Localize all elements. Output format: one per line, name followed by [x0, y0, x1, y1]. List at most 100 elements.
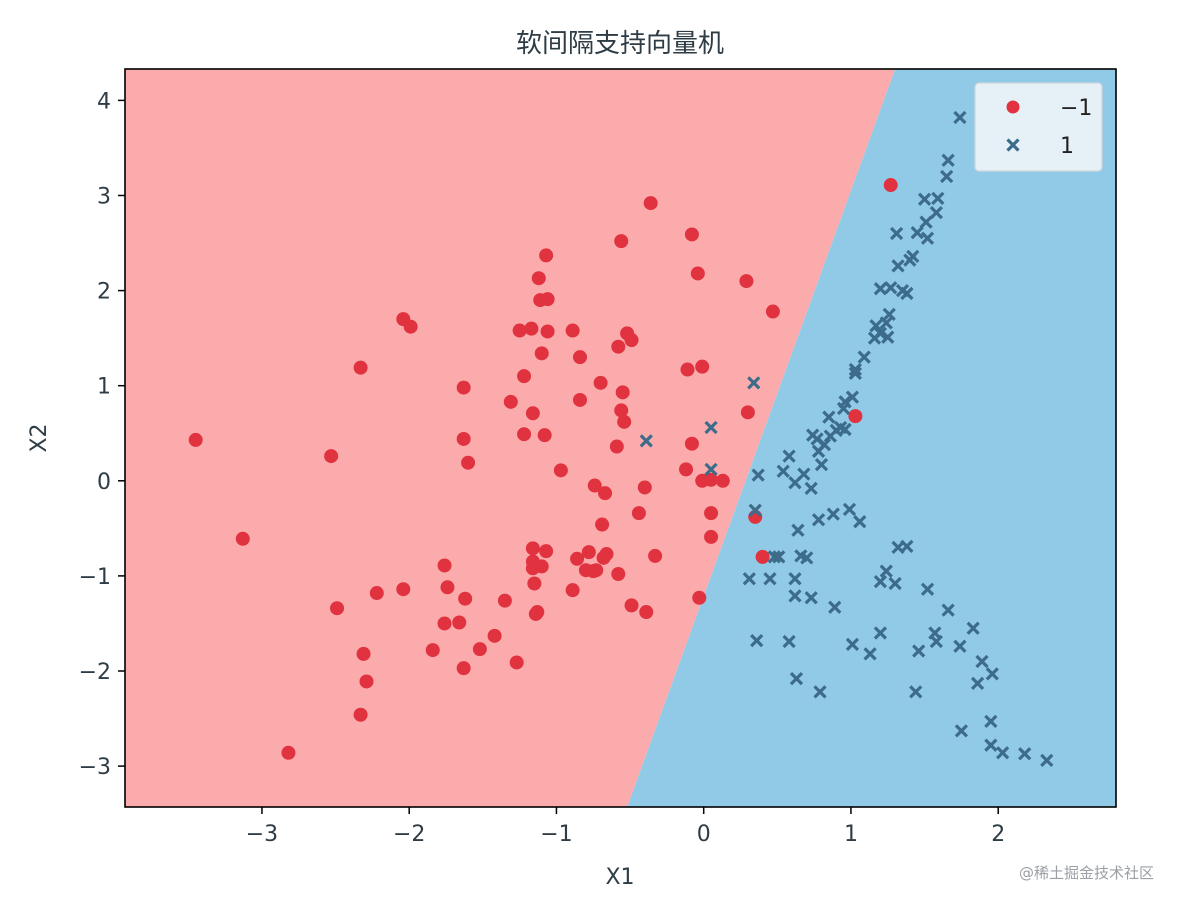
data-point-negative [598, 486, 613, 501]
data-point-positive [941, 153, 955, 167]
data-point-positive [748, 503, 762, 517]
data-point-negative [599, 547, 614, 562]
data-point-positive [814, 457, 829, 472]
data-point-negative [704, 529, 719, 544]
data-point-negative [525, 406, 540, 421]
data-point-positive [742, 572, 756, 586]
data-point-negative [704, 506, 719, 521]
data-point-negative [715, 473, 730, 488]
data-point-positive [891, 259, 905, 273]
data-point-negative [624, 333, 639, 348]
data-point-negative [617, 414, 632, 429]
data-point-positive [985, 667, 999, 681]
plot-frame [124, 68, 1117, 808]
data-point-positive [751, 468, 765, 482]
data-point-negative [565, 583, 580, 598]
data-point-negative [531, 271, 546, 286]
data-point-positive [639, 434, 653, 448]
data-point-negative [573, 392, 588, 407]
data-point-positive [953, 639, 967, 653]
data-point-positive [704, 420, 718, 435]
data-point-positive [910, 225, 924, 240]
data-point-negative [503, 394, 518, 409]
data-point-negative [643, 196, 658, 211]
data-point-negative [525, 541, 540, 556]
chart-title: 软间隔支持向量机 [516, 29, 724, 59]
data-point-positive [842, 502, 857, 516]
data-point-negative [570, 551, 585, 566]
data-point-positive [817, 438, 832, 452]
data-point-negative [456, 431, 471, 446]
data-point-positive [811, 513, 826, 527]
data-point-negative [581, 545, 596, 560]
data-point-positive [1040, 753, 1054, 768]
data-point-negative [353, 707, 368, 722]
data-point-negative [765, 304, 780, 319]
data-point-positive [920, 582, 935, 596]
data-point-negative [704, 472, 719, 487]
data-point-negative [487, 628, 502, 643]
data-point-positive [791, 523, 805, 537]
data-point-negative [679, 462, 694, 477]
data-point-negative [425, 643, 440, 658]
data-point-positive [782, 449, 796, 463]
data-point-negative [631, 506, 646, 521]
data-point-positive [813, 685, 827, 699]
data-point-negative [356, 646, 371, 661]
data-point-negative [517, 427, 532, 442]
data-point-positive [966, 621, 980, 635]
legend-label-negative: −1 [1060, 96, 1092, 121]
data-point-negative [680, 362, 695, 377]
data-point-positive [848, 366, 862, 380]
data-point-negative [517, 369, 532, 384]
data-point-negative [540, 292, 555, 307]
y-tick-label: 1 [97, 375, 111, 400]
data-point-negative [587, 478, 602, 493]
data-point-positive [917, 192, 932, 206]
data-point-positive [789, 671, 804, 686]
data-point-positive [873, 282, 888, 296]
data-point-negative [692, 590, 707, 605]
data-point-negative [611, 566, 626, 581]
data-point-positive [772, 550, 786, 564]
data-point-negative [684, 227, 699, 242]
data-point-negative [353, 360, 368, 375]
data-point-positive [869, 319, 883, 333]
x-tick-label: −3 [246, 822, 278, 847]
data-point-positive [822, 410, 836, 424]
data-point-positive [763, 572, 777, 586]
data-point-positive [804, 591, 818, 605]
data-point-positive [879, 564, 893, 578]
data-point-positive [704, 462, 718, 477]
data-point-positive [776, 464, 790, 478]
data-point-positive [848, 362, 862, 377]
data-point-positive [828, 600, 842, 614]
data-point-negative [695, 359, 710, 374]
data-point-positive [953, 110, 967, 125]
data-point-negative [403, 319, 418, 334]
data-point-negative [595, 517, 610, 532]
data-point-negative [472, 642, 487, 657]
data-point-positive [857, 350, 871, 364]
y-tick-label: 0 [97, 470, 111, 495]
legend-marker-negative [1006, 100, 1020, 114]
data-point-negative [396, 582, 411, 597]
plot-area [125, 69, 1116, 807]
data-point-positive [838, 422, 852, 437]
data-point-negative [437, 616, 452, 631]
data-point-negative [452, 615, 467, 630]
data-point-positive [995, 746, 1010, 760]
data-point-negative [848, 409, 863, 424]
y-tick-label: 4 [97, 89, 111, 114]
data-point-negative [524, 321, 539, 336]
data-point-negative [614, 234, 629, 249]
data-point-negative [512, 323, 527, 338]
data-point-positive [838, 395, 852, 409]
data-point-positive [912, 644, 926, 658]
y-axis-label: X2 [27, 423, 52, 452]
x-axis-label: X1 [605, 865, 634, 890]
data-point-negative [534, 559, 549, 574]
data-point-positive [906, 249, 920, 263]
data-point-negative [437, 558, 452, 573]
